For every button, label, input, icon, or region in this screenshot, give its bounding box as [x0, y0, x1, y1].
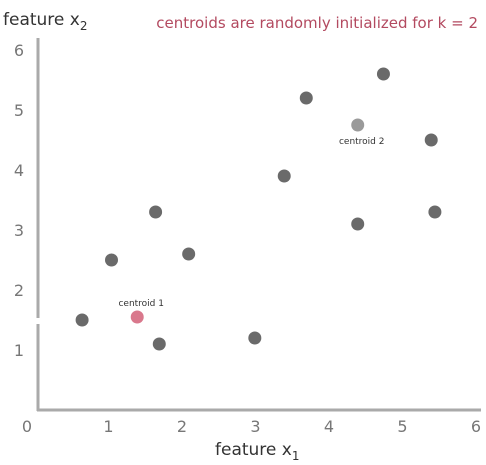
centroid-marker	[130, 310, 144, 324]
data-point	[248, 331, 262, 345]
data-point	[149, 205, 163, 219]
data-point	[351, 217, 365, 231]
x-tick-label: 1	[103, 417, 113, 436]
chart-title: centroids are randomly initialized for k…	[156, 14, 478, 32]
x-axis-title-subscript: 1	[292, 449, 300, 463]
y-tick-label: 5	[14, 101, 24, 120]
data-point	[428, 205, 442, 219]
centroids: centroid 1 centroid 2	[118, 118, 385, 324]
x-tick-label: 2	[177, 417, 187, 436]
data-point	[75, 313, 89, 327]
x-tick-label: 6	[471, 417, 481, 436]
tick-labels: 0 1 2 3 4 5 6 1 2 3 4 5 6	[14, 41, 481, 436]
y-axis-title-subscript: 2	[80, 19, 88, 33]
x-tick-label: 5	[397, 417, 407, 436]
data-point	[105, 253, 118, 267]
y-tick-label: 4	[14, 161, 24, 180]
y-tick-label: 1	[14, 341, 24, 360]
data-point	[182, 247, 196, 261]
x-axis-title: feature x1	[215, 440, 299, 463]
centroid-label: centroid 2	[339, 137, 385, 147]
x-tick-label: 0	[22, 417, 32, 436]
y-tick-label: 2	[14, 281, 24, 300]
x-tick-label: 4	[324, 417, 334, 436]
centroid-label: centroid 1	[118, 299, 164, 309]
y-tick-label: 3	[14, 221, 24, 240]
centroid-marker	[351, 118, 365, 132]
y-tick-label: 6	[14, 41, 24, 60]
data-points	[75, 67, 442, 351]
data-point	[376, 67, 390, 81]
data-point	[299, 91, 313, 105]
y-axis-title-base: feature x	[3, 10, 80, 30]
y-axis-title: feature x2	[3, 10, 87, 33]
data-point	[152, 337, 166, 351]
data-point	[277, 169, 291, 183]
x-tick-label: 3	[250, 417, 260, 436]
data-point	[424, 133, 438, 147]
x-axis-title-base: feature x	[215, 440, 292, 460]
